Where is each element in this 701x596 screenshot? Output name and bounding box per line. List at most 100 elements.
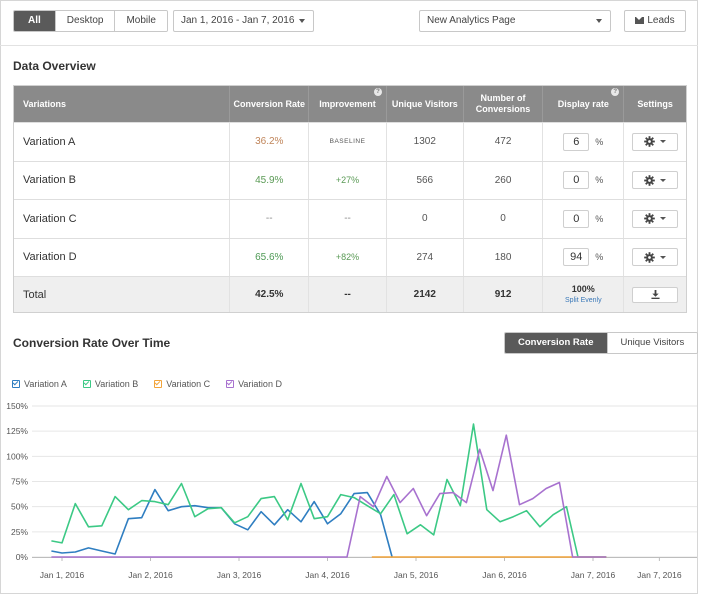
conversion-rate: --	[229, 200, 308, 238]
chevron-down-icon	[596, 19, 602, 23]
x-tick-label: Jan 2, 2016	[128, 570, 173, 580]
x-tick-label: Jan 4, 2016	[305, 570, 350, 580]
percent-sign: %	[595, 175, 604, 186]
settings-cell	[623, 161, 686, 199]
y-tick-label: 150%	[6, 401, 28, 411]
top-toolbar: All Desktop Mobile Jan 1, 2016 - Jan 7, …	[0, 0, 698, 46]
improvement: +82%	[308, 238, 386, 276]
settings-button[interactable]	[632, 209, 679, 228]
envelope-icon	[635, 17, 645, 24]
help-icon[interactable]: ?	[611, 88, 620, 96]
header-settings: Settings	[623, 86, 686, 122]
device-segment-control: All Desktop Mobile	[13, 10, 168, 32]
page-select-dropdown[interactable]: New Analytics Page	[419, 10, 611, 32]
page-select-value: New Analytics Page	[427, 15, 516, 26]
y-tick-label: 125%	[6, 426, 28, 436]
unique-visitors: 566	[385, 161, 463, 199]
data-overview-title: Data Overview	[13, 59, 96, 73]
variations-table: Variations Conversion Rate Improvement? …	[13, 85, 687, 313]
date-range-dropdown[interactable]: Jan 1, 2016 - Jan 7, 2016	[173, 10, 314, 32]
chart-metric-toggle: Conversion Rate Unique Visitors	[504, 332, 699, 354]
x-tick-label: Jan 1, 2016	[40, 570, 85, 580]
legend-variation-d[interactable]: Variation D	[226, 379, 282, 389]
total-improvement: --	[308, 277, 386, 312]
variation-name: Variation B	[23, 174, 76, 187]
checkbox-icon	[12, 380, 20, 388]
gear-icon	[644, 136, 655, 148]
total-row: Total 42.5% -- 2142 912 100% Split Evenly	[14, 276, 686, 312]
chevron-down-icon	[660, 217, 667, 221]
segment-mobile[interactable]: Mobile	[114, 11, 167, 31]
y-tick-label: 75%	[11, 477, 28, 487]
legend-variation-c[interactable]: Variation C	[154, 379, 210, 389]
chevron-down-icon	[660, 178, 667, 182]
header-improvement: Improvement?	[308, 86, 386, 122]
conversion-rate: 65.6%	[229, 238, 308, 276]
checkbox-icon	[226, 380, 235, 388]
help-icon[interactable]: ?	[373, 88, 382, 96]
y-tick-label: 25%	[11, 527, 28, 537]
x-tick-label: Jan 5, 2016	[394, 570, 439, 580]
checkbox-icon	[154, 380, 163, 388]
y-tick-label: 0%	[16, 552, 29, 562]
chevron-down-icon	[660, 140, 667, 144]
conversion-rate: 45.9%	[229, 161, 308, 199]
chevron-down-icon	[299, 19, 305, 23]
download-icon	[651, 290, 660, 299]
variation-name: Variation A	[23, 135, 76, 148]
download-button[interactable]	[632, 286, 679, 303]
settings-button[interactable]	[632, 132, 679, 151]
table-row: Variation B 45.9% +27% 566 260 0%	[14, 160, 686, 199]
display-rate-input[interactable]: 0	[563, 171, 590, 190]
table-row: Variation A 36.2% BASELINE 1302 472 6%	[14, 122, 686, 161]
y-tick-label: 100%	[6, 451, 28, 461]
segment-desktop[interactable]: Desktop	[54, 11, 115, 31]
display-rate-input[interactable]: 6	[563, 132, 590, 151]
unique-visitors: 274	[385, 238, 463, 276]
leads-button[interactable]: Leads	[624, 10, 686, 32]
table-row: Variation D 65.6% +82% 274 180 94%	[14, 237, 686, 276]
total-display-rate: 100%	[571, 283, 595, 294]
table-header: Variations Conversion Rate Improvement? …	[14, 86, 686, 122]
y-tick-label: 50%	[11, 502, 28, 512]
header-unique-visitors: Unique Visitors	[385, 86, 463, 122]
settings-cell	[623, 123, 686, 161]
toggle-unique-visitors[interactable]: Unique Visitors	[606, 333, 698, 353]
improvement: --	[308, 200, 386, 238]
date-range-value: Jan 1, 2016 - Jan 7, 2016	[181, 15, 295, 26]
display-rate-input[interactable]: 94	[563, 248, 590, 267]
settings-cell	[623, 238, 686, 276]
series-line-b	[51, 423, 607, 558]
total-conversion-rate: 42.5%	[229, 277, 308, 312]
gear-icon	[644, 213, 655, 225]
conversions: 180	[462, 238, 543, 276]
legend-label: Variation A	[24, 379, 67, 389]
variation-name: Variation D	[23, 251, 77, 264]
legend-label: Variation B	[94, 379, 139, 389]
table-row: Variation C -- -- 0 0 0%	[14, 199, 686, 238]
settings-button[interactable]	[632, 248, 679, 267]
chevron-down-icon	[660, 255, 667, 259]
display-rate-input[interactable]: 0	[563, 209, 590, 228]
variation-name: Variation C	[23, 212, 77, 225]
header-conversion-rate: Conversion Rate	[229, 86, 308, 122]
toggle-conversion-rate[interactable]: Conversion Rate	[505, 333, 607, 353]
display-rate-cell: 0%	[542, 200, 623, 238]
checkbox-icon	[82, 380, 91, 388]
display-rate-cell: 0%	[542, 161, 623, 199]
total-display-cell: 100% Split Evenly	[542, 277, 623, 312]
split-evenly-link[interactable]: Split Evenly	[565, 296, 602, 304]
leads-label: Leads	[647, 15, 675, 26]
total-label: Total	[23, 288, 47, 301]
settings-button[interactable]	[632, 171, 679, 190]
unique-visitors: 1302	[385, 123, 463, 161]
legend-variation-a[interactable]: Variation A	[12, 379, 67, 389]
legend-variation-b[interactable]: Variation B	[82, 379, 139, 389]
unique-visitors: 0	[385, 200, 463, 238]
segment-all[interactable]: All	[14, 11, 55, 31]
percent-sign: %	[595, 136, 604, 147]
conversions: 260	[462, 161, 543, 199]
conversions: 472	[462, 123, 543, 161]
improvement: +27%	[308, 161, 386, 199]
